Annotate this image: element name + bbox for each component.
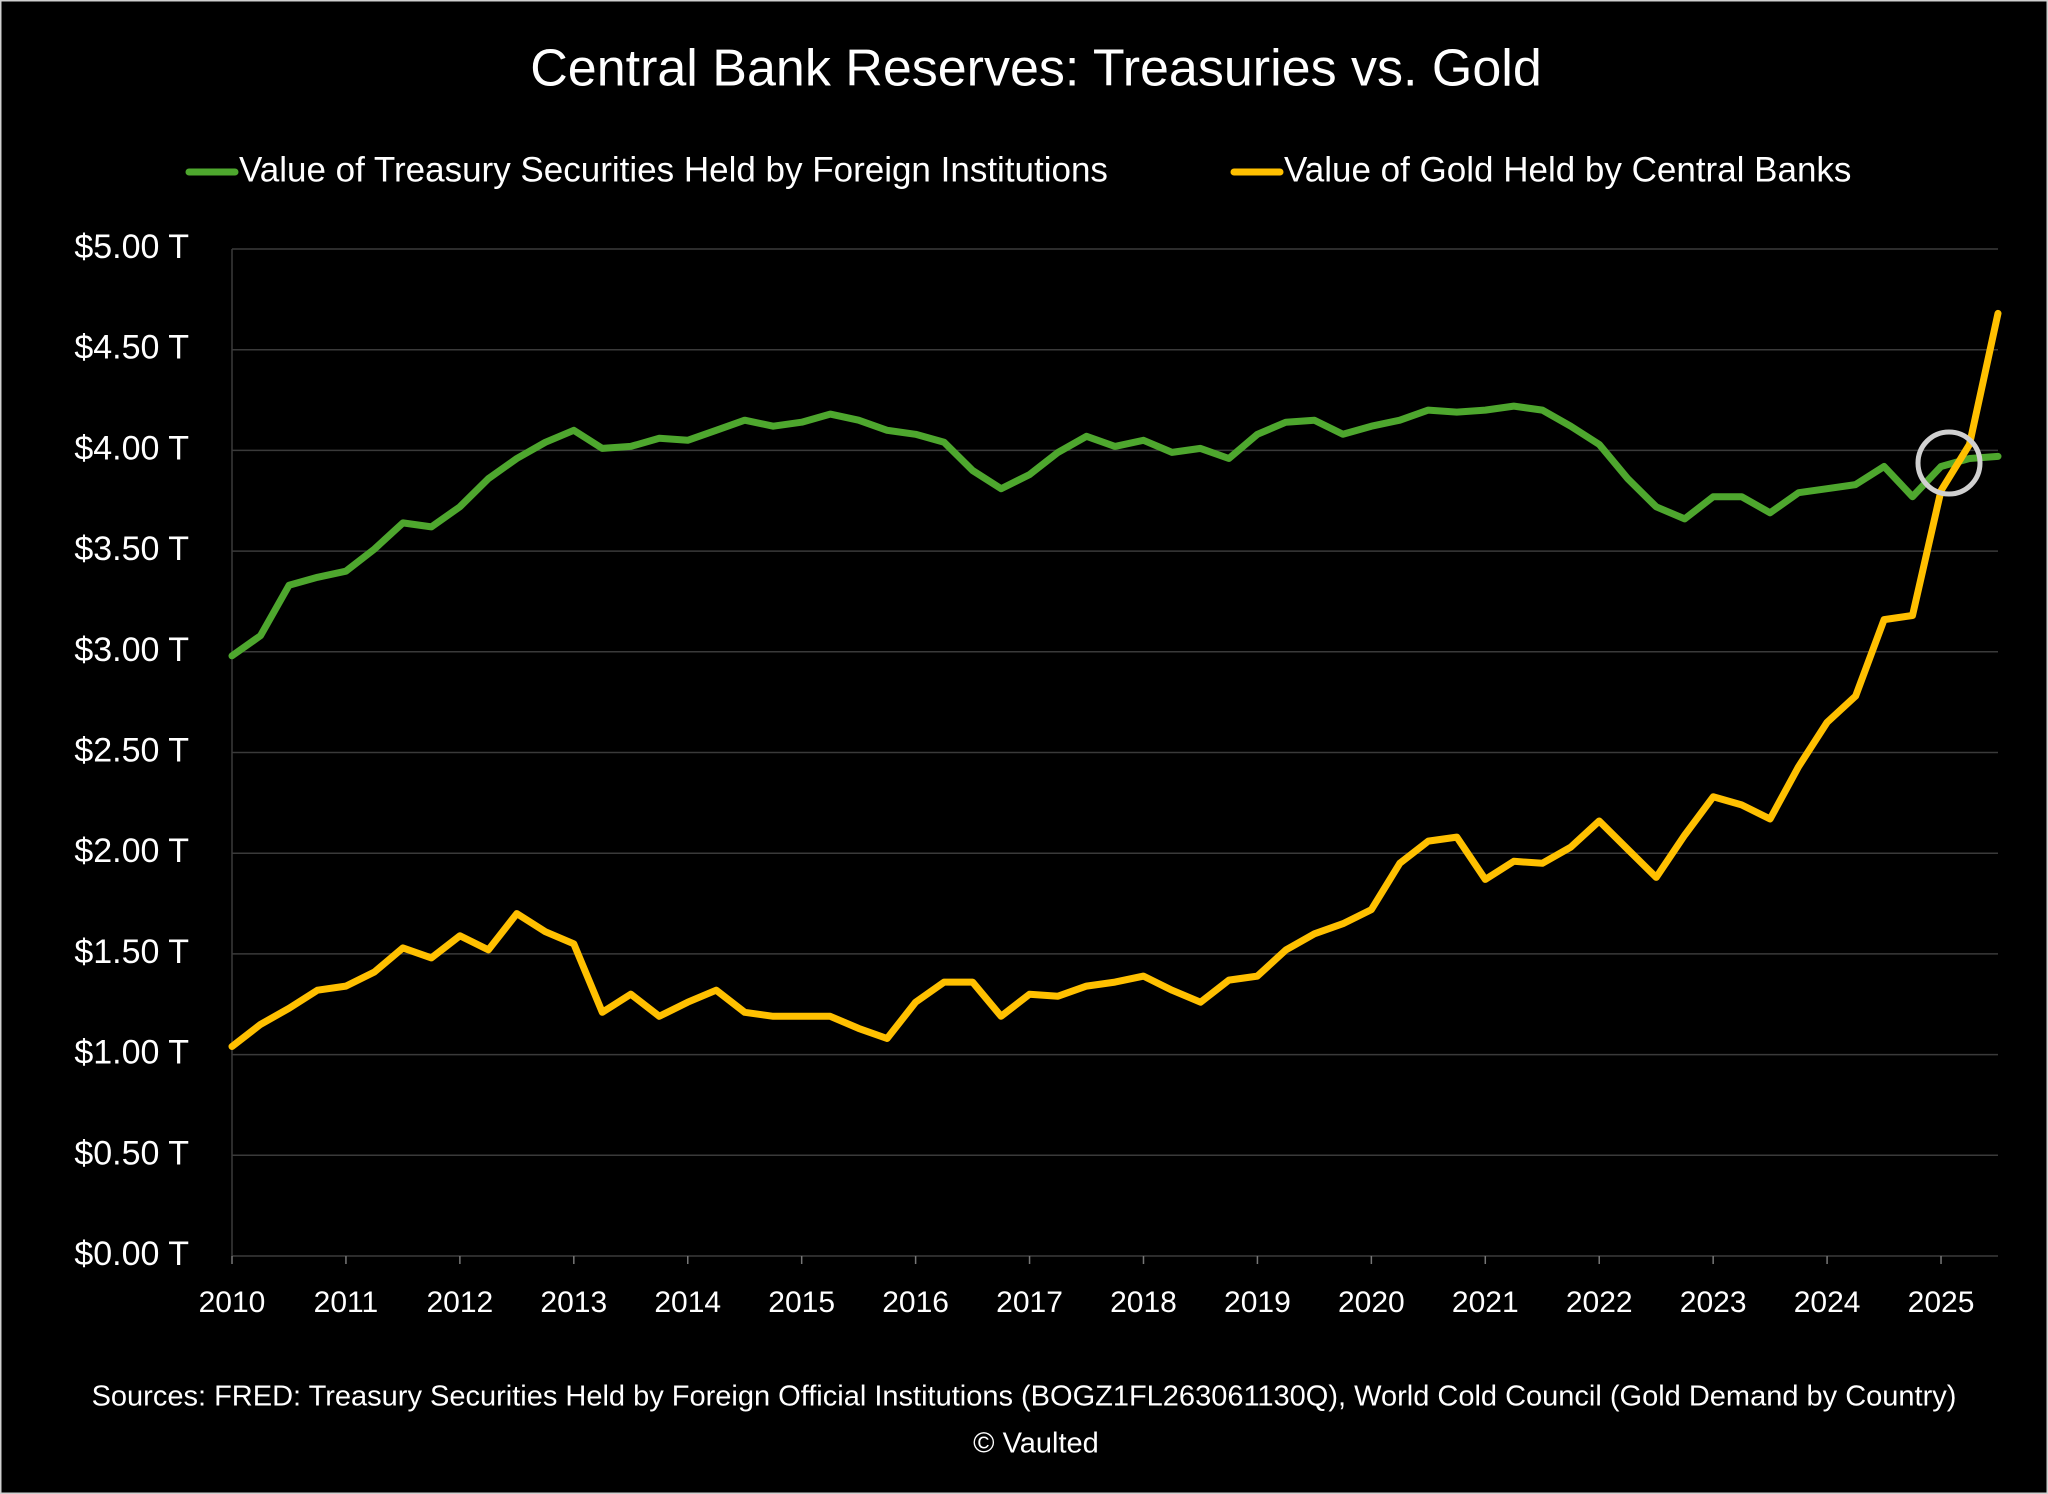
y-tick-label: $1.50 T — [74, 933, 189, 971]
lines — [228, 309, 2002, 1050]
x-tick-label: 2019 — [1224, 1286, 1291, 1319]
x-tick-label: 2016 — [882, 1286, 949, 1319]
sources: Sources: FRED: Treasury Securities Held … — [92, 1381, 1957, 1413]
x-tick-label: 2013 — [540, 1286, 607, 1319]
x-tick-label: 2018 — [1110, 1286, 1177, 1319]
x-tick-label: 2022 — [1566, 1286, 1633, 1319]
y-tick-label: $4.00 T — [74, 429, 189, 467]
y-tick-label: $5.00 T — [74, 228, 189, 266]
x-tick-label: 2010 — [199, 1286, 266, 1319]
series-line — [228, 402, 2002, 660]
x-tick-label: 2024 — [1794, 1286, 1861, 1319]
y-tick-label: $3.00 T — [74, 631, 189, 669]
y-tick-label: $3.50 T — [74, 530, 189, 568]
y-tick-label: $0.00 T — [74, 1235, 189, 1273]
x-tick-label: 2011 — [314, 1286, 379, 1319]
y-tick-label: $2.00 T — [74, 832, 189, 870]
x-tick-label: 2020 — [1338, 1286, 1405, 1319]
legend-label: Value of Gold Held by Central Banks — [1284, 150, 1851, 189]
x-tick-label: 2012 — [426, 1286, 493, 1319]
x-tick-label: 2023 — [1680, 1286, 1747, 1319]
x-tick-label: 2025 — [1908, 1286, 1975, 1319]
x-tick-label: 2014 — [654, 1286, 721, 1319]
labels: $0.00 T $0.50 T $1.00 T $1.50 T $2.00 T $2.50… — [74, 150, 1974, 1319]
credit: © Vaulted — [973, 1428, 1099, 1460]
y-tick-label: $0.50 T — [74, 1134, 189, 1172]
x-tick-label: 2015 — [768, 1286, 835, 1319]
series-line — [228, 309, 2002, 1050]
legend-label: Value of Treasury Securities Held by For… — [239, 150, 1108, 189]
x-tick-label: 2017 — [996, 1286, 1063, 1319]
x-tick-label: 2021 — [1452, 1286, 1519, 1319]
y-tick-label: $4.50 T — [74, 329, 189, 367]
highlight-circle — [1915, 429, 1983, 497]
chart-title: Central Bank Reserves: Treasuries vs. Go… — [530, 40, 1542, 98]
y-tick-label: $1.00 T — [74, 1034, 189, 1072]
y-tick-label: $2.50 T — [74, 731, 189, 769]
grid — [231, 248, 1998, 1264]
